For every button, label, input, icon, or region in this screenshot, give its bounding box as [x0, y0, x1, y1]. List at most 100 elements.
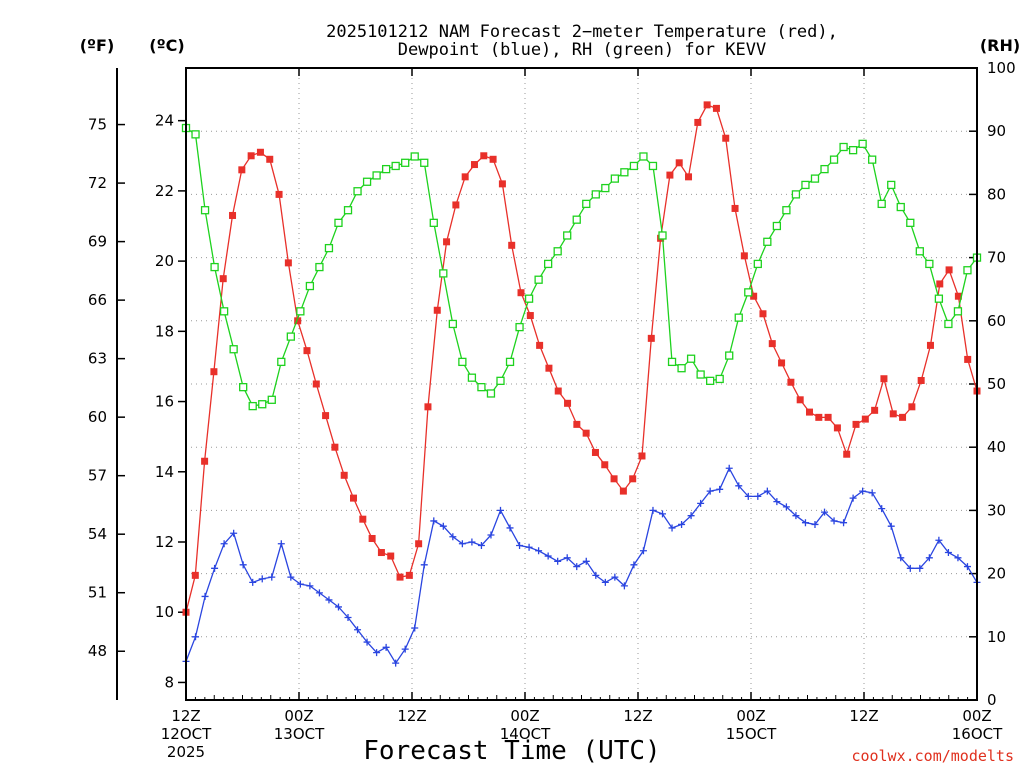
dewpoint-point	[887, 522, 895, 530]
dewpoint-point	[716, 485, 724, 493]
relative-humidity-point	[887, 180, 896, 190]
temperature-point	[638, 452, 646, 460]
temperature-point	[517, 289, 525, 297]
temperature-point	[722, 134, 730, 142]
temperature-point	[219, 275, 227, 283]
temperature-point	[787, 378, 795, 386]
relative-humidity-point	[515, 322, 524, 332]
fahrenheit-tick-label: 63	[88, 350, 107, 368]
celsius-tick-label: 18	[155, 322, 174, 340]
dewpoint-point	[925, 554, 933, 562]
temperature-point	[954, 292, 962, 300]
relative-humidity-point	[563, 231, 572, 240]
relative-humidity-point	[524, 294, 534, 303]
dewpoint-point	[754, 492, 762, 500]
temperature-point	[480, 152, 488, 160]
temperature-point	[452, 201, 460, 209]
dewpoint-point	[516, 542, 524, 550]
relative-humidity-point	[353, 187, 362, 196]
dewpoint-point	[277, 540, 285, 548]
celsius-unit-label: (ºC)	[149, 36, 184, 55]
dewpoint-point	[325, 596, 333, 604]
relative-humidity-point	[572, 215, 581, 224]
fahrenheit-axis-ticks: 48 51 54 57 60 63 66 69 72 75	[88, 116, 125, 660]
temperature-point	[191, 571, 199, 579]
temperature-point	[871, 406, 879, 414]
dewpoint-point	[678, 520, 686, 528]
temperature-point	[601, 461, 609, 469]
data-series	[181, 101, 982, 667]
temperature-point	[833, 424, 841, 432]
temperature-point	[778, 359, 786, 367]
dewpoint-point	[563, 554, 571, 562]
relative-humidity-point	[877, 199, 886, 209]
time-tick-label-hour: 12Z	[397, 707, 426, 725]
time-tick-label-date: 13OCT	[274, 725, 325, 743]
relative-humidity-point	[906, 218, 915, 227]
temperature-point	[498, 180, 506, 188]
temperature-point	[331, 443, 339, 451]
rh-tick-label: 60	[987, 312, 1006, 330]
celsius-tick-label: 16	[155, 393, 174, 411]
temperature-point	[889, 410, 897, 418]
relative-humidity-point	[496, 376, 505, 385]
dewpoint-point	[487, 531, 495, 539]
dewpoint-point	[373, 649, 381, 657]
relative-humidity-point	[486, 389, 496, 398]
dewpoint-point	[763, 487, 771, 495]
time-tick-label-hour: 00Z	[284, 707, 313, 725]
relative-humidity-point	[505, 357, 515, 367]
dewpoint-point	[296, 580, 304, 588]
time-tick-label-hour: 12Z	[171, 707, 200, 725]
temperature-point	[731, 204, 739, 212]
relative-humidity-point	[868, 155, 877, 164]
fahrenheit-tick-label: 51	[88, 584, 107, 602]
dewpoint-point	[954, 554, 962, 562]
dewpoint-line	[185, 466, 978, 665]
temperature-point	[647, 334, 655, 342]
time-tick-label-hour: 12Z	[623, 707, 652, 725]
relative-humidity-point	[601, 183, 610, 193]
relative-humidity-point	[458, 357, 467, 367]
relative-humidity-point	[620, 168, 629, 177]
temperature-point	[666, 171, 674, 179]
temperature-point	[685, 173, 693, 181]
temperature-point	[564, 399, 572, 407]
dewpoint-point	[620, 582, 628, 590]
dewpoint-point	[249, 578, 257, 586]
chart-title-line-1: 2025101212 NAM Forecast 2−meter Temperat…	[326, 22, 838, 42]
temperature-point	[405, 571, 413, 579]
relative-humidity-point	[229, 345, 238, 354]
dewpoint-point	[687, 512, 695, 520]
relative-humidity-point	[334, 218, 343, 227]
dewpoint-point	[354, 626, 362, 634]
relative-humidity-point	[915, 247, 924, 256]
dewpoint-point	[420, 561, 428, 569]
dewpoint-point	[439, 522, 447, 530]
relative-humidity-point	[534, 275, 543, 284]
temperature-point	[443, 238, 451, 246]
relative-humidity-point	[772, 221, 782, 231]
chart-title-line-2: Dewpoint (blue), RH (green) for KEVV	[398, 40, 766, 60]
dewpoint-point	[601, 578, 609, 586]
dewpoint-point	[859, 487, 867, 495]
temperature-point	[768, 340, 776, 348]
temperature-point	[424, 403, 432, 411]
temperature-point	[936, 280, 944, 288]
fahrenheit-tick-label: 57	[88, 467, 107, 485]
relative-humidity-point	[391, 161, 400, 171]
relative-humidity-point	[782, 206, 791, 215]
x-axis-label: Forecast Time (UTC)	[363, 736, 660, 766]
dewpoint-point	[268, 573, 276, 581]
relative-humidity-point	[753, 259, 762, 269]
relative-humidity-point	[944, 319, 953, 329]
time-tick-label-date: 12OCT	[161, 725, 212, 743]
dewpoint-point	[411, 624, 419, 632]
celsius-tick-label: 8	[164, 673, 174, 691]
dewpoint-point	[821, 508, 829, 516]
temperature-line	[185, 104, 978, 613]
temperature-point	[917, 376, 925, 384]
relative-humidity-point	[696, 370, 705, 379]
dewpoint-point	[496, 506, 504, 514]
temperature-point	[415, 540, 423, 548]
